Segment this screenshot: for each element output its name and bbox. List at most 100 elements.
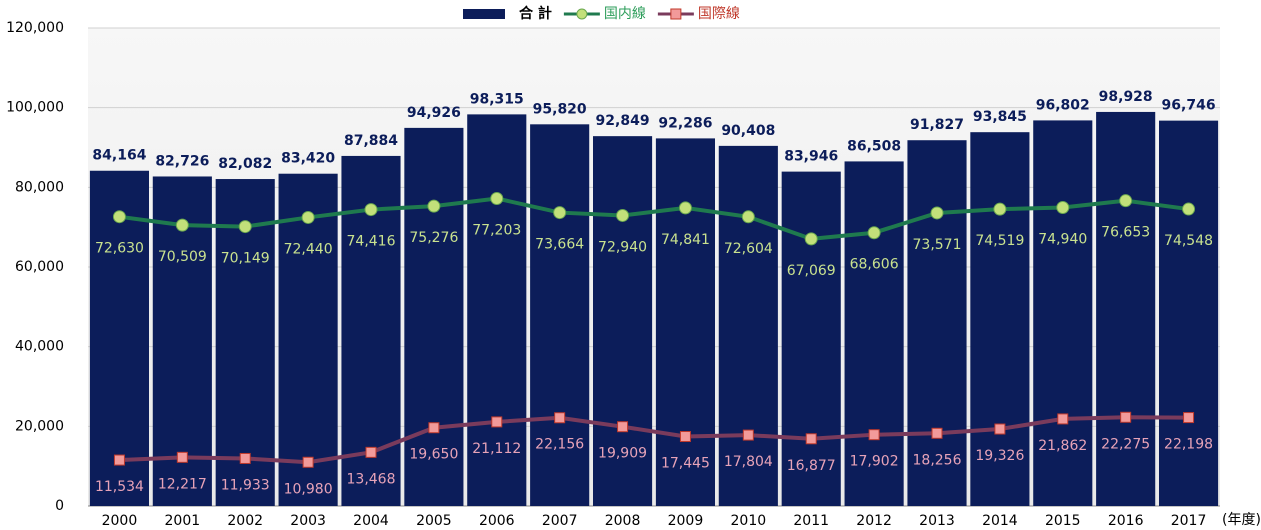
marker: [553, 206, 567, 220]
data-label: 68,606: [850, 257, 899, 273]
data-label: 73,664: [535, 237, 584, 253]
marker: [238, 220, 252, 234]
legend-marker: [576, 8, 588, 20]
marker: [1120, 411, 1132, 423]
x-tick-label: 2015: [1045, 513, 1081, 529]
data-label: 74,548: [1164, 233, 1213, 249]
x-tick-label: 2014: [982, 513, 1018, 529]
x-tick-label: 2011: [793, 513, 829, 529]
data-label: 22,198: [1164, 437, 1213, 453]
bar: [844, 161, 904, 507]
line: [119, 415, 1189, 465]
marker: [994, 423, 1006, 435]
data-label: 98,315: [470, 91, 524, 107]
marker: [678, 201, 692, 215]
data-label: 82,082: [218, 156, 272, 172]
x-tick-label: 2003: [290, 513, 326, 529]
x-tick-label: 2017: [1171, 513, 1207, 529]
marker: [112, 210, 126, 224]
marker: [365, 446, 377, 458]
data-label: 72,604: [724, 241, 773, 257]
marker: [301, 210, 315, 224]
marker: [1119, 194, 1133, 208]
x-tick-label: 2013: [919, 513, 955, 529]
marker: [427, 199, 441, 213]
marker: [804, 232, 818, 246]
data-label: 10,980: [284, 481, 333, 497]
x-tick-label: 2007: [542, 513, 578, 529]
data-label: 92,849: [596, 113, 650, 129]
x-tick-label: 2005: [416, 513, 452, 529]
marker: [176, 451, 188, 463]
data-label: 74,841: [661, 232, 710, 248]
marker: [491, 416, 503, 428]
marker: [742, 429, 754, 441]
data-label: 91,827: [910, 117, 964, 133]
y-tick-label: 80,000: [15, 179, 64, 195]
bar: [404, 127, 464, 506]
data-label: 19,650: [409, 447, 458, 463]
bar: [89, 170, 150, 506]
bar: [278, 173, 338, 506]
marker: [1183, 412, 1195, 424]
marker: [993, 202, 1007, 216]
x-axis-label: (年度): [1222, 512, 1261, 528]
marker: [805, 433, 817, 445]
data-label: 98,928: [1099, 89, 1153, 105]
bar: [592, 136, 653, 506]
data-label: 73,571: [913, 237, 962, 253]
bar: [781, 171, 841, 506]
data-label: 86,508: [847, 138, 901, 154]
marker: [867, 226, 881, 240]
data-label: 70,149: [221, 251, 270, 267]
data-label: 19,909: [598, 446, 647, 462]
marker: [679, 431, 691, 443]
x-tick-label: 2002: [227, 513, 263, 529]
data-label: 74,416: [347, 234, 396, 250]
x-tick-label: 2010: [731, 513, 767, 529]
marker: [741, 210, 755, 224]
bar: [1096, 111, 1156, 506]
data-label: 96,746: [1162, 98, 1216, 114]
data-label: 95,820: [533, 101, 587, 117]
data-label: 90,408: [721, 123, 775, 139]
x-tick-label: 2004: [353, 513, 389, 529]
data-label: 22,156: [535, 437, 584, 453]
data-label: 72,940: [598, 239, 647, 255]
bar: [970, 132, 1030, 506]
bar: [1158, 120, 1219, 507]
marker: [554, 412, 566, 424]
data-label: 72,440: [284, 241, 333, 257]
data-label: 84,164: [92, 148, 146, 164]
bar: [655, 138, 716, 506]
marker: [930, 206, 944, 220]
marker: [490, 191, 504, 205]
data-label: 17,902: [850, 454, 899, 470]
data-label: 13,468: [347, 471, 396, 487]
data-label: 72,630: [95, 241, 144, 257]
data-label: 93,845: [973, 109, 1027, 125]
data-label: 96,802: [1036, 97, 1090, 113]
data-label: 18,256: [913, 452, 962, 468]
legend-label: 国内線: [604, 6, 646, 22]
marker: [617, 421, 629, 433]
data-label: 70,509: [158, 249, 207, 265]
data-label: 12,217: [158, 476, 207, 492]
x-tick-label: 2016: [1108, 513, 1144, 529]
data-label: 76,653: [1101, 225, 1150, 241]
legend-marker: [670, 8, 682, 20]
marker: [113, 454, 125, 466]
marker: [239, 452, 251, 464]
data-label: 17,804: [724, 454, 773, 470]
data-label: 67,069: [787, 263, 836, 279]
data-label: 75,276: [409, 230, 458, 246]
bar: [530, 124, 590, 506]
data-label: 77,203: [472, 222, 521, 238]
marker: [302, 456, 314, 468]
data-label: 74,519: [975, 233, 1024, 249]
data-label: 16,877: [787, 458, 836, 474]
x-tick-label: 2006: [479, 513, 515, 529]
marker: [931, 427, 943, 439]
bar: [467, 114, 527, 506]
